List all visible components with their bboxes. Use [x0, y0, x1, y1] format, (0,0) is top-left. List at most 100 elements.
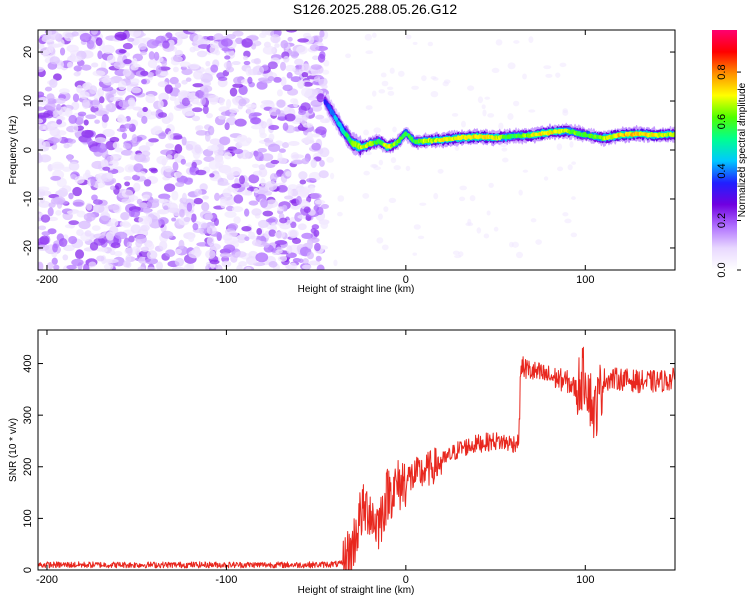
- noise-blob: [528, 109, 536, 113]
- noise-blob: [193, 197, 204, 205]
- noise-blob: [68, 138, 77, 144]
- noise-blob: [282, 122, 289, 131]
- noise-blob: [482, 109, 487, 117]
- x-tick-label: 100: [576, 274, 594, 286]
- noise-blob: [300, 116, 307, 126]
- noise-blob: [238, 139, 251, 147]
- noise-blob: [97, 50, 103, 60]
- noise-blob: [286, 245, 293, 254]
- noise-blob: [90, 30, 99, 35]
- noise-blob: [192, 115, 201, 122]
- noise-blob: [209, 138, 221, 145]
- noise-blob: [312, 55, 319, 61]
- noise-blob: [131, 133, 138, 144]
- noise-blob: [555, 72, 561, 78]
- noise-blob: [268, 229, 277, 237]
- noise-blob: [46, 93, 55, 102]
- noise-blob: [253, 58, 262, 65]
- noise-blob: [76, 229, 84, 237]
- noise-blob: [46, 262, 54, 270]
- y-tick-label: 100: [22, 509, 34, 527]
- noise-blob: [255, 252, 269, 263]
- noise-blob: [121, 189, 134, 198]
- noise-blob: [570, 232, 578, 238]
- noise-blob: [135, 37, 147, 44]
- noise-blob: [507, 62, 516, 70]
- noise-blob: [120, 149, 133, 156]
- noise-blob: [126, 85, 132, 92]
- noise-blob: [40, 214, 51, 223]
- noise-blob: [143, 179, 152, 187]
- noise-blob: [141, 246, 149, 253]
- noise-blob: [109, 185, 116, 191]
- noise-blob: [380, 72, 387, 78]
- noise-blob: [142, 194, 151, 200]
- noise-blob: [206, 236, 215, 246]
- noise-blob: [405, 165, 411, 172]
- noise-blob: [219, 136, 231, 146]
- noise-blob: [64, 224, 75, 229]
- noise-blob: [157, 81, 169, 88]
- noise-blob: [121, 132, 127, 140]
- noise-blob: [145, 141, 154, 147]
- snr-x-label: Height of straight line (km): [298, 585, 415, 596]
- noise-blob: [285, 252, 297, 259]
- noise-blob: [188, 234, 195, 243]
- noise-blob: [209, 173, 215, 178]
- noise-blob: [99, 96, 105, 104]
- noise-blob: [465, 222, 474, 227]
- noise-blob: [62, 254, 69, 261]
- snr-panel: -200 -100 0 100 0 100 200 300 400 Height of str…: [8, 329, 676, 596]
- noise-blob: [284, 113, 296, 122]
- noise-blob: [63, 244, 75, 252]
- noise-blob: [56, 103, 62, 111]
- noise-blob: [229, 166, 242, 176]
- noise-blob: [459, 196, 466, 202]
- noise-blob: [188, 94, 195, 103]
- noise-blob: [150, 168, 158, 174]
- noise-blob: [112, 141, 120, 149]
- noise-blob: [459, 185, 467, 191]
- noise-blob: [373, 127, 382, 134]
- noise-blob: [79, 91, 90, 99]
- noise-blob: [186, 202, 193, 212]
- noise-blob: [302, 258, 309, 265]
- noise-blob: [171, 190, 179, 201]
- noise-blob: [156, 155, 169, 165]
- noise-blob: [310, 64, 322, 70]
- noise-blob: [146, 250, 158, 260]
- noise-blob: [73, 65, 82, 72]
- noise-blob: [157, 112, 168, 118]
- noise-blob: [110, 242, 121, 249]
- noise-blob: [522, 169, 529, 173]
- noise-blob: [333, 259, 338, 267]
- noise-blob: [159, 240, 168, 251]
- noise-blob: [73, 71, 81, 77]
- noise-blob: [100, 159, 109, 167]
- noise-blob: [288, 140, 300, 146]
- noise-blob: [315, 114, 325, 120]
- ridge-segment: [672, 132, 675, 136]
- noise-blob: [246, 256, 258, 266]
- noise-blob: [513, 40, 520, 44]
- noise-blob: [253, 188, 259, 194]
- noise-blob: [282, 84, 293, 92]
- noise-blob: [310, 192, 322, 200]
- noise-blob: [121, 198, 131, 204]
- snr-line: [38, 346, 675, 570]
- noise-blob: [486, 210, 491, 216]
- noise-blob: [50, 175, 62, 181]
- noise-blob: [377, 213, 383, 220]
- noise-blob: [419, 202, 427, 206]
- noise-blob: [95, 37, 103, 47]
- noise-blob: [225, 66, 235, 73]
- noise-blob: [122, 42, 133, 50]
- noise-blob: [92, 199, 103, 205]
- noise-blob: [488, 182, 494, 188]
- noise-blob: [238, 85, 248, 96]
- noise-blob: [51, 257, 58, 265]
- noise-blob: [365, 105, 373, 110]
- noise-blob: [275, 109, 281, 115]
- noise-blob: [320, 204, 329, 209]
- noise-blob: [109, 136, 120, 143]
